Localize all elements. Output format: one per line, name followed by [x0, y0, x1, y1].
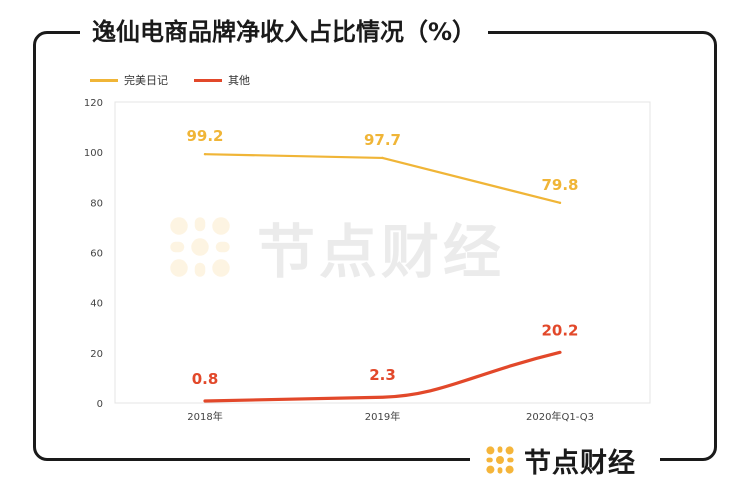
legend-label-other: 其他: [228, 74, 250, 87]
watermark: 节点财经: [165, 205, 505, 289]
data-point: [381, 396, 384, 399]
legend-swatch-other: [194, 78, 222, 82]
brand-name: 节点财经: [524, 447, 636, 479]
y-tick-label: 20: [90, 349, 103, 360]
y-tick-label: 80: [90, 198, 103, 209]
legend-label-perfect-diary: 完美日记: [124, 74, 168, 87]
chart-title: 逸仙电商品牌净收入占比情况（%）: [80, 14, 489, 50]
y-tick-label: 100: [84, 148, 103, 159]
data-label: 97.7: [364, 131, 401, 149]
x-tick-label: 2019年: [365, 410, 400, 423]
x-tick-label: 2020年Q1-Q3: [526, 410, 594, 423]
legend: 完美日记 其他: [90, 72, 276, 88]
data-label: 79.8: [541, 176, 578, 194]
brand-logo-icon: [486, 446, 514, 474]
data-label: 2.3: [369, 366, 396, 384]
data-point: [203, 152, 207, 156]
data-label: 20.2: [541, 321, 578, 339]
plot-area-border: [114, 101, 651, 404]
x-tick-label: 2018年: [187, 410, 222, 423]
data-point: [558, 351, 562, 354]
series-line-other: [203, 350, 562, 403]
y-tick-label: 120: [84, 98, 103, 109]
data-point: [381, 156, 384, 160]
legend-swatch-perfect-diary: [90, 78, 118, 82]
legend-item-perfect-diary: 完美日记: [90, 72, 168, 88]
series-line-perfect-diary: [203, 153, 562, 204]
y-tick-label: 0: [97, 399, 103, 410]
y-tick-label: 60: [90, 249, 103, 260]
y-tick-label: 40: [90, 299, 103, 310]
data-point: [203, 399, 207, 403]
data-label: 99.2: [186, 127, 223, 145]
data-label: 0.8: [192, 370, 219, 388]
legend-item-other: 其他: [194, 72, 250, 88]
watermark-text: 节点财经: [257, 218, 506, 286]
data-point: [558, 201, 562, 205]
watermark-logo-icon: [170, 217, 230, 277]
brand-logo: 节点财经: [470, 440, 660, 480]
